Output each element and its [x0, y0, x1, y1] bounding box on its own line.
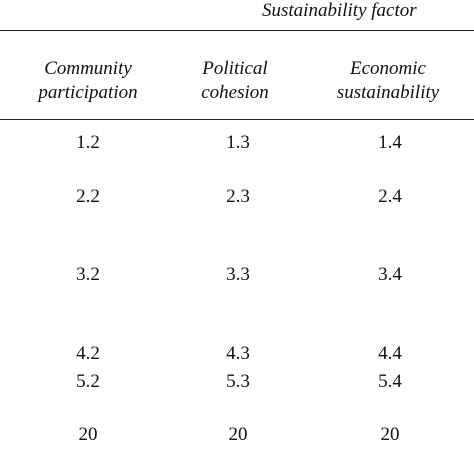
table-cell: 1.2	[76, 132, 100, 153]
column-header-line: Economic	[350, 58, 426, 79]
table-cell: 2.4	[378, 186, 402, 207]
header-rule	[0, 119, 474, 120]
table-cell: 4.2	[76, 343, 100, 364]
column-header-line: cohesion	[201, 82, 269, 103]
column-header-economic-sustainability: Economic sustainability	[318, 57, 458, 105]
sustainability-factor-header: Sustainability factor	[262, 0, 417, 21]
table-cell: 5.2	[76, 371, 100, 392]
table-cell: 4.3	[226, 343, 250, 364]
column-header-line: Political	[202, 58, 268, 79]
table-cell: 2.2	[76, 186, 100, 207]
column-header-line: Community	[44, 58, 132, 79]
table-cell: 1.3	[226, 132, 250, 153]
table-cell: 4.4	[378, 343, 402, 364]
table-cell: 5.3	[226, 371, 250, 392]
table-cell: 20	[380, 424, 400, 445]
table-cell: 3.4	[378, 264, 402, 285]
table-cell: 20	[78, 424, 98, 445]
column-header-community-participation: Community participation	[20, 57, 156, 105]
table-cell: 1.4	[378, 132, 402, 153]
table-cell: 3.3	[226, 264, 250, 285]
table-cell: 5.4	[378, 371, 402, 392]
table-cell: 20	[228, 424, 248, 445]
table-cell: 3.2	[76, 264, 100, 285]
top-rule	[0, 30, 474, 31]
column-header-line: sustainability	[336, 82, 440, 103]
column-header-political-cohesion: Political cohesion	[175, 57, 295, 105]
table-cell: 2.3	[226, 186, 250, 207]
column-header-line: participation	[38, 82, 138, 103]
